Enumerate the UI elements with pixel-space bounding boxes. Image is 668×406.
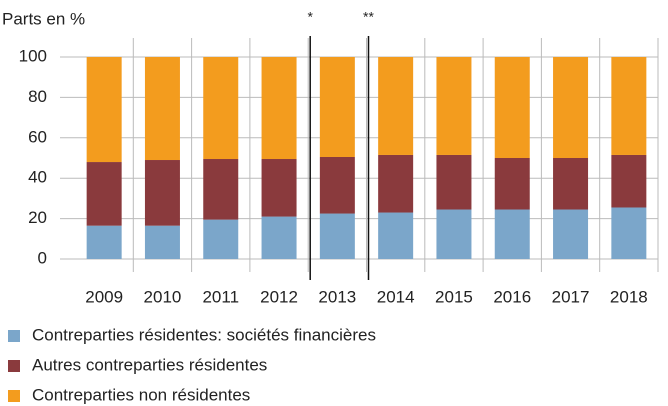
x-tick-label: 2016 — [493, 287, 531, 306]
x-tick-label: 2010 — [144, 287, 182, 306]
bar-segment — [319, 213, 355, 259]
bar-segment — [611, 57, 647, 155]
bar-segment — [436, 154, 472, 210]
bar-segment — [611, 207, 647, 259]
x-tick-label: 2012 — [260, 287, 298, 306]
x-tick-label: 2011 — [202, 287, 239, 306]
y-tick-label: 100 — [19, 46, 47, 65]
bar-segment — [86, 57, 122, 163]
bar-segment — [319, 156, 355, 214]
bar-segment — [319, 57, 355, 157]
bar-segment — [436, 209, 472, 259]
y-tick-label: 60 — [28, 127, 47, 146]
bar-segment — [611, 154, 647, 208]
bar-segment — [378, 212, 414, 259]
bar-segment — [553, 57, 589, 158]
bar-segment — [378, 57, 414, 155]
x-tick-label: 2018 — [610, 287, 648, 306]
bar-segment — [553, 158, 589, 210]
y-tick-label: 40 — [28, 168, 47, 187]
bar-segment — [144, 160, 180, 226]
y-axis-label: Parts en % — [2, 9, 85, 28]
bar-segment — [261, 159, 297, 217]
bar-segment — [494, 158, 530, 210]
y-tick-label: 20 — [28, 208, 47, 227]
x-tick-label: 2017 — [552, 287, 590, 306]
legend-swatch — [8, 390, 20, 402]
bar-segment — [261, 216, 297, 259]
bar-segment — [86, 225, 122, 259]
legend-swatch — [8, 360, 20, 372]
legend-label: Autres contreparties résidentes — [32, 355, 267, 374]
y-tick-label: 80 — [28, 87, 47, 106]
x-tick-label: 2009 — [85, 287, 123, 306]
legend-label: Contreparties non résidentes — [32, 385, 250, 404]
bar-segment — [144, 57, 180, 161]
annotation: ** — [363, 9, 374, 25]
bar-segment — [261, 57, 297, 160]
y-tick-label: 0 — [38, 248, 47, 267]
bar-segment — [553, 209, 589, 259]
legend-label: Contreparties résidentes: sociétés finan… — [32, 325, 376, 344]
bar-segment — [494, 209, 530, 259]
legend-swatch — [8, 330, 20, 342]
bar-segment — [436, 57, 472, 155]
annotation: * — [307, 9, 313, 25]
bar-segment — [203, 57, 239, 160]
bar-segment — [378, 154, 414, 213]
bar-segment — [203, 159, 239, 220]
x-tick-label: 2013 — [318, 287, 356, 306]
bar-segment — [494, 57, 530, 158]
bar-segment — [203, 219, 239, 259]
bar-segment — [144, 225, 180, 259]
bar-segment — [86, 162, 122, 226]
x-tick-label: 2015 — [435, 287, 473, 306]
x-tick-label: 2014 — [377, 287, 415, 306]
